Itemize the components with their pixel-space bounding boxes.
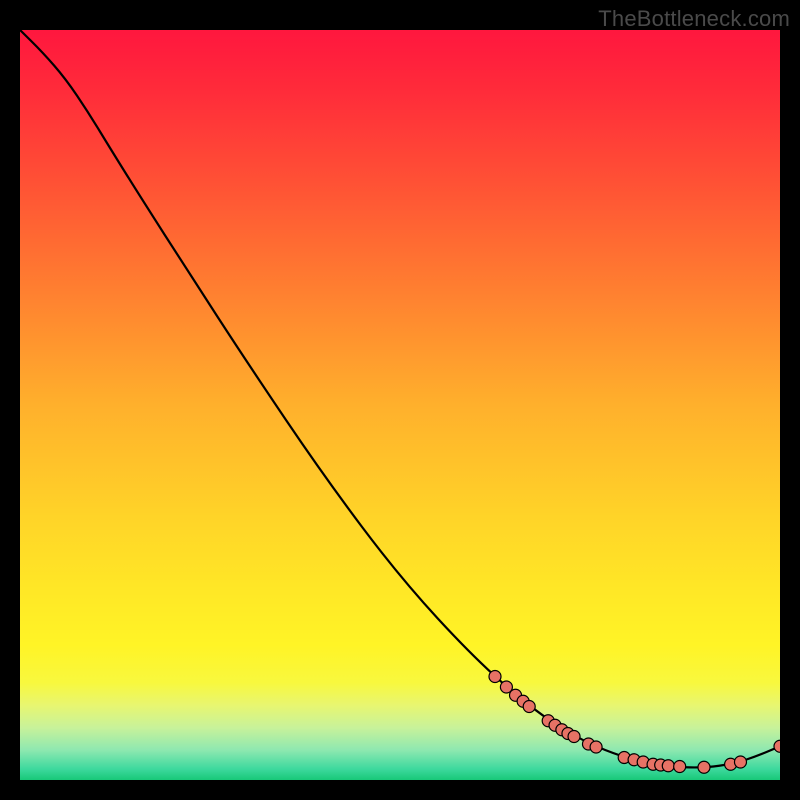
data-marker — [734, 756, 746, 768]
attribution-text: TheBottleneck.com — [598, 6, 790, 32]
data-marker — [523, 701, 535, 713]
gradient-background — [20, 30, 780, 780]
data-marker — [590, 741, 602, 753]
data-marker — [568, 731, 580, 743]
chart-container: TheBottleneck.com — [0, 0, 800, 800]
data-marker — [674, 761, 686, 773]
data-marker — [489, 671, 501, 683]
data-marker — [662, 760, 674, 772]
data-marker — [698, 761, 710, 773]
chart-svg — [20, 30, 780, 780]
plot-area — [20, 30, 780, 780]
